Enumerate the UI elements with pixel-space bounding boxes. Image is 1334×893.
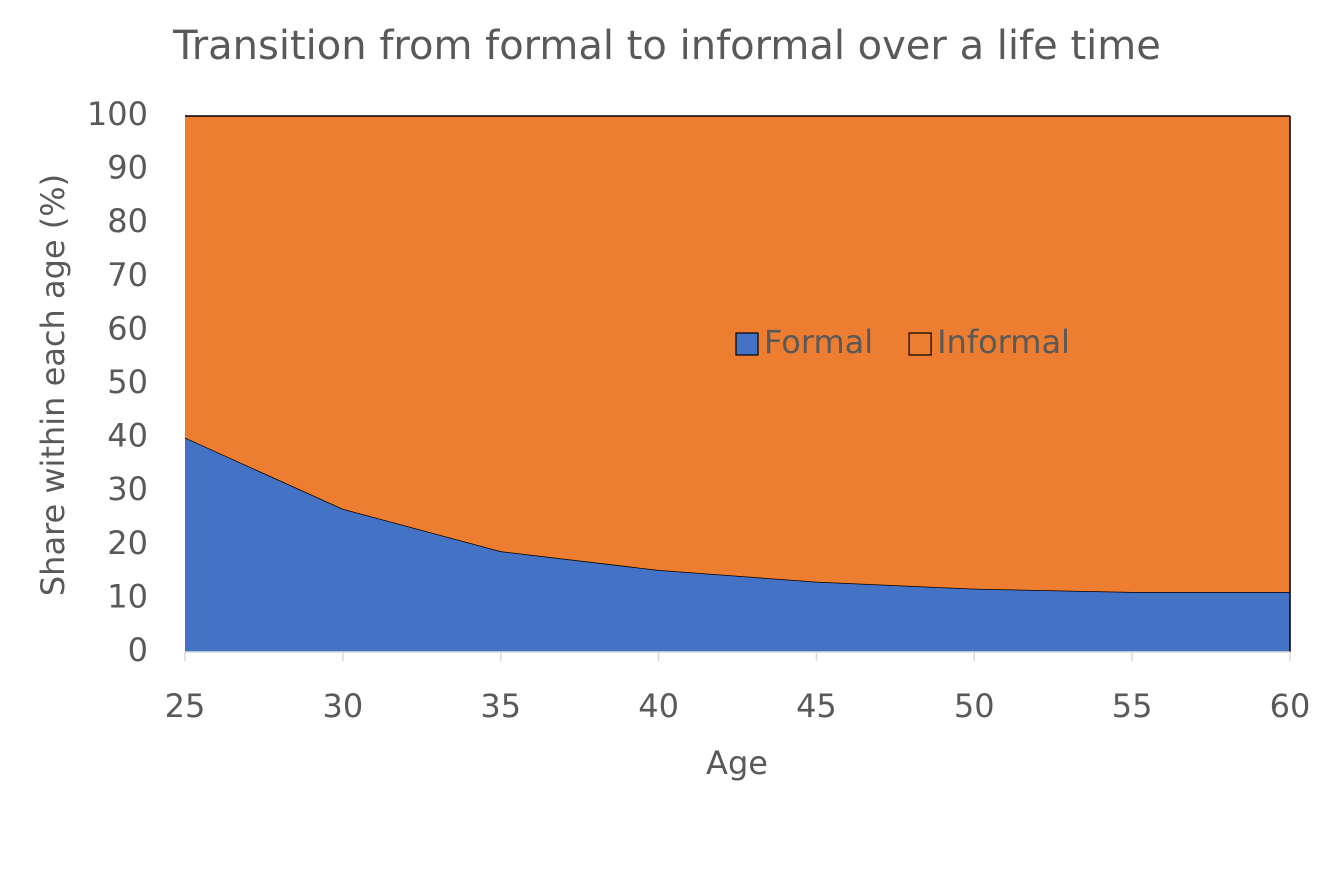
legend-swatch — [908, 332, 932, 356]
y-tick-label: 70 — [107, 256, 148, 294]
area-fill — [185, 437, 1290, 652]
y-tick-label: 60 — [107, 309, 148, 347]
y-tick-label: 30 — [107, 470, 148, 508]
y-tick-label: 0 — [128, 631, 148, 669]
y-tick-label: 40 — [107, 417, 148, 455]
x-tick-label: 45 — [796, 687, 837, 725]
x-tick-label: 55 — [1112, 687, 1153, 725]
y-tick-label: 100 — [87, 95, 148, 133]
x-tick-label: 30 — [322, 687, 363, 725]
x-tick-label: 60 — [1270, 687, 1311, 725]
x-tick-label: 35 — [480, 687, 521, 725]
y-tick-label: 50 — [107, 363, 148, 401]
y-tick-label: 10 — [107, 577, 148, 615]
chart-title: Transition from formal to informal over … — [172, 23, 1161, 69]
y-tick-label: 90 — [107, 149, 148, 187]
y-axis-label: Share within each age (%) — [34, 174, 72, 596]
legend-label: Formal — [764, 323, 873, 361]
legend-label: Informal — [937, 323, 1070, 361]
y-tick-label: 20 — [107, 524, 148, 562]
x-axis-label: Age — [706, 744, 768, 782]
x-tick-label: 50 — [954, 687, 995, 725]
y-tick-label: 80 — [107, 202, 148, 240]
x-tick-label: 40 — [638, 687, 679, 725]
legend-swatch — [735, 332, 759, 356]
x-tick-label: 25 — [165, 687, 206, 725]
